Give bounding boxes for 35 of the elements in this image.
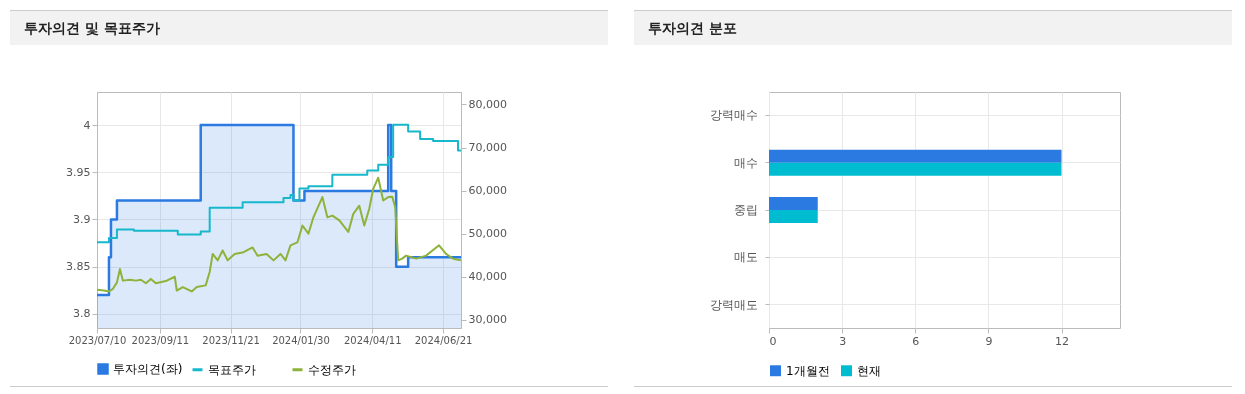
legend-label: 수정주가	[308, 362, 356, 377]
y2-tick-label: 60,000	[468, 184, 507, 198]
y2-tick-label: 80,000	[468, 97, 507, 111]
y2-tick-label: 40,000	[468, 270, 507, 284]
x-tick-label: 6	[912, 334, 920, 348]
x-tick-label: 2024/01/30	[272, 334, 330, 346]
chart-title: 투자의견 및 목표주가	[10, 11, 608, 45]
y-tick-label: 3.8	[73, 307, 91, 321]
x-tick-label: 2023/09/11	[131, 334, 190, 346]
y-tick-label: 3.9	[73, 212, 91, 226]
x-tick-label: 2023/07/10	[68, 334, 127, 346]
y-tick-label: 강력매도	[709, 297, 758, 312]
y2-tick-label: 30,000	[468, 313, 507, 327]
legend-label: 1개월전	[786, 363, 830, 378]
x-tick-label: 2024/04/11	[343, 334, 402, 346]
y2-tick-label: 50,000	[468, 227, 507, 241]
legend-label: 목표주가	[208, 362, 256, 377]
y-tick-label: 매도	[733, 250, 758, 265]
legend-label: 투자의견(좌)	[113, 362, 183, 376]
line-series	[96, 176, 462, 293]
y-tick-label: 3.95	[66, 165, 91, 179]
y-tick-label: 매수	[733, 155, 758, 170]
x-tick-label: 3	[839, 334, 847, 348]
x-tick-label: 12	[1055, 334, 1069, 348]
legend-label: 현재	[857, 363, 881, 378]
y2-tick-label: 70,000	[468, 141, 507, 155]
y-tick-label: 3.85	[66, 260, 91, 274]
x-tick-label: 2023/11/21	[202, 334, 260, 346]
y-tick-label: 4	[83, 118, 91, 132]
x-tick-label: 2024/06/21	[414, 334, 473, 346]
y-tick-label: 강력매수	[709, 108, 758, 123]
x-tick-label: 0	[769, 334, 777, 348]
x-tick-label: 9	[985, 334, 993, 348]
chart-title: 투자의견 분포	[634, 11, 1232, 45]
y-tick-label: 중립	[733, 203, 758, 217]
